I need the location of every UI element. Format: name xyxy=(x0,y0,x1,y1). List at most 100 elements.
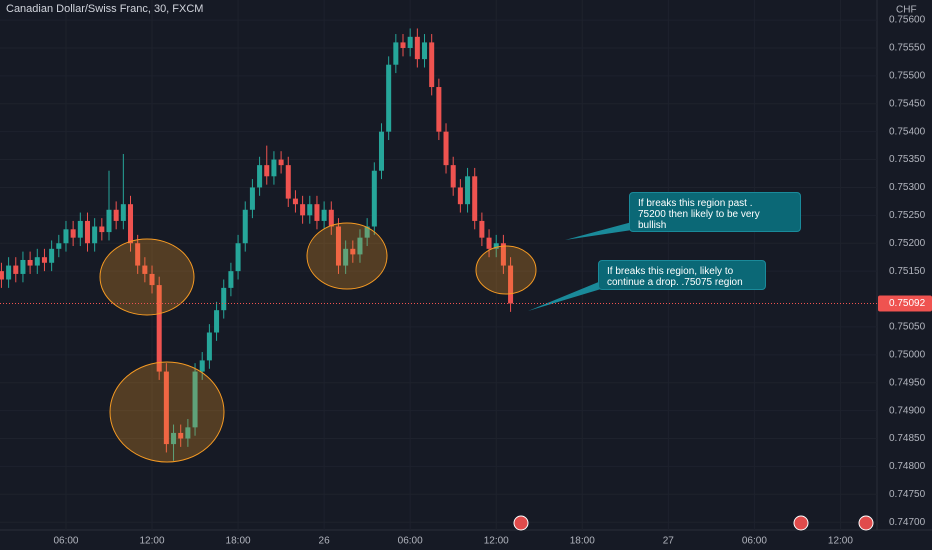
candle-body xyxy=(178,432,184,439)
candle-body xyxy=(343,248,349,266)
candle-body xyxy=(321,209,327,221)
candle-body xyxy=(128,204,134,244)
y-tick-label: 0.75150 xyxy=(889,266,926,277)
y-tick-label: 0.74850 xyxy=(889,433,926,444)
candle-body xyxy=(214,310,220,333)
y-tick-label: 0.75000 xyxy=(889,349,926,360)
candle-body xyxy=(457,187,463,205)
candle-body xyxy=(335,226,341,266)
x-tick-label: 18:00 xyxy=(226,536,251,547)
candle-body xyxy=(271,159,277,177)
candle-body xyxy=(106,209,112,233)
x-tick-label: 06:00 xyxy=(53,536,78,547)
candle-body xyxy=(235,243,241,272)
x-tick-label: 06:00 xyxy=(398,536,423,547)
ellipse xyxy=(99,238,195,316)
candle-body xyxy=(450,165,456,188)
candle-body xyxy=(371,170,377,227)
candle-body xyxy=(63,229,69,244)
callout-pointer xyxy=(565,222,632,240)
candle-body xyxy=(77,220,83,238)
x-tick-label: 12:00 xyxy=(140,536,165,547)
candle-body xyxy=(70,229,76,238)
candle-body xyxy=(300,204,306,216)
candle-body xyxy=(486,237,492,249)
candle-body xyxy=(278,159,284,166)
candle-body xyxy=(156,285,162,372)
candle-body xyxy=(386,64,392,132)
y-tick-label: 0.75450 xyxy=(889,98,926,109)
candle-body xyxy=(414,36,420,60)
event-icon[interactable] xyxy=(513,515,529,531)
candle-body xyxy=(400,42,406,48)
event-icons xyxy=(513,515,874,531)
candle-body xyxy=(465,176,471,205)
candle-body xyxy=(41,257,47,263)
candle-body xyxy=(185,427,191,439)
candle-body xyxy=(149,273,155,286)
y-tick-label: 0.74700 xyxy=(889,517,926,528)
x-tick-label: 26 xyxy=(319,536,331,547)
candle-body xyxy=(228,271,234,288)
candle-body xyxy=(242,209,248,244)
candle-body xyxy=(378,131,385,171)
candle-body xyxy=(493,243,499,249)
candle-body xyxy=(249,187,255,210)
candle-body xyxy=(84,220,90,244)
candle-body xyxy=(27,259,33,266)
candle-body xyxy=(422,42,428,60)
ellipse xyxy=(109,361,225,463)
y-tick-label: 0.75550 xyxy=(889,43,926,54)
candle-body xyxy=(113,209,119,221)
candle-body xyxy=(257,165,263,188)
annotation: If breaks this region past . 75200 then … xyxy=(629,192,801,232)
candle-body xyxy=(99,226,105,233)
x-tick-label: 12:00 xyxy=(828,536,853,547)
ellipse xyxy=(475,245,537,295)
y-tick-label: 0.75350 xyxy=(889,154,926,165)
candle-body xyxy=(328,209,334,227)
candle-body xyxy=(364,226,370,238)
candle-body xyxy=(500,243,506,266)
candle-body xyxy=(443,131,449,166)
candle-body xyxy=(49,248,55,263)
candle-body xyxy=(142,265,148,274)
highlight-ellipses xyxy=(99,222,537,463)
candle-body xyxy=(163,371,169,445)
event-icon[interactable] xyxy=(858,515,874,531)
candle-body xyxy=(429,42,435,88)
current-price-label: 0.75092 xyxy=(889,298,926,309)
event-icon[interactable] xyxy=(793,515,809,531)
y-tick-label: 0.74800 xyxy=(889,461,926,472)
candle-body xyxy=(6,265,12,280)
candle-body xyxy=(472,176,478,221)
candle-body xyxy=(350,248,356,255)
y-tick-label: 0.75050 xyxy=(889,322,926,333)
candle-body xyxy=(407,36,413,48)
candle-body xyxy=(120,204,126,221)
y-tick-label: 0.74900 xyxy=(889,405,926,416)
x-tick-label: 27 xyxy=(663,536,675,547)
y-tick-label: 0.75300 xyxy=(889,182,926,193)
current-price-box xyxy=(878,295,932,312)
candle-body xyxy=(135,243,141,266)
x-tick-label: 12:00 xyxy=(484,536,509,547)
candle-body xyxy=(508,265,514,304)
candle-body xyxy=(436,87,442,132)
y-tick-label: 0.75600 xyxy=(889,15,926,26)
candle-body xyxy=(13,265,19,274)
candle-body xyxy=(221,287,227,311)
candle-body xyxy=(92,226,98,244)
y-tick-label: 0.75200 xyxy=(889,238,926,249)
candle-body xyxy=(393,42,399,65)
candle-body xyxy=(0,271,4,280)
candle-body xyxy=(292,198,298,205)
candle-body xyxy=(264,165,270,177)
candle-body xyxy=(206,332,212,361)
candle-body xyxy=(307,204,313,216)
candle-body xyxy=(285,165,291,199)
x-tick-label: 18:00 xyxy=(570,536,595,547)
